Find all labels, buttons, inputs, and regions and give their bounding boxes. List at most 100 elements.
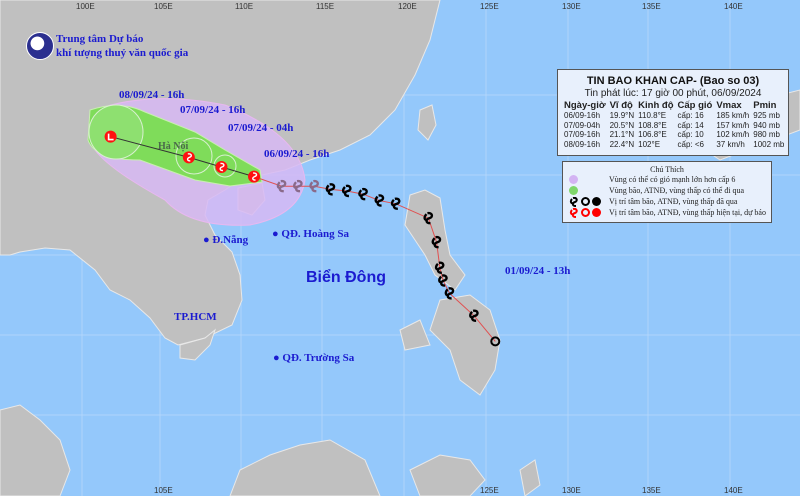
tick-bottom: 105E xyxy=(154,486,173,495)
tick-bottom: 140E xyxy=(724,486,743,495)
agency-line1: Trung tâm Dự báo xyxy=(56,33,144,45)
table-cell: 925 mb xyxy=(753,111,780,120)
past-depression-marker xyxy=(490,336,501,347)
table-cell: cấp: 10 xyxy=(677,130,704,139)
past-storm-marker xyxy=(276,179,287,193)
forecast-circle-07-09-16h xyxy=(175,137,213,175)
place-hoangsa: ● QĐ. Hoàng Sa xyxy=(272,228,349,240)
tick-top: 105E xyxy=(154,2,173,11)
forecast-track xyxy=(104,130,261,183)
table-row: 07/09-04h 20.5°N 108.8°E cấp: 14 157 km/h 940… xyxy=(562,121,786,131)
table-row: 07/09-16h 21.1°N 106.8°E cấp: 10 102 km/h 980… xyxy=(562,130,786,140)
table-cell: cấp: <6 xyxy=(677,139,704,149)
col-header: Vmax xyxy=(716,100,742,111)
table-cell: 22.4°N xyxy=(609,139,635,149)
past-storm-marker xyxy=(374,194,385,207)
forecast-track-line xyxy=(110,136,255,178)
legend-box: Chú Thích Vùng có thể có gió mạnh lớn hơ… xyxy=(562,161,772,223)
legend-item: Vị trí tâm bão, ATNĐ, vùng thấp đã qua xyxy=(563,196,771,207)
purple-zone-icon xyxy=(569,175,578,184)
current-storm-icon xyxy=(569,207,578,218)
tick-bottom: 130E xyxy=(562,486,581,495)
legend-title: Chú Thích xyxy=(650,165,684,174)
place-hoangsa-label: QĐ. Hoàng Sa xyxy=(281,228,349,240)
table-cell: 06/09-16h xyxy=(564,111,601,120)
past-depression-icon xyxy=(581,197,590,206)
tick-top: 115E xyxy=(316,2,335,11)
col-header: Cấp gió xyxy=(677,100,713,111)
tick-top: 135E xyxy=(642,2,661,11)
table-row: 08/09-16h 22.4°N 102°E cấp: <6 37 km/h 1002 m… xyxy=(562,140,786,150)
tick-top: 120E xyxy=(398,2,417,11)
past-storm-marker xyxy=(431,235,442,249)
col-header: Pmin xyxy=(753,100,777,111)
green-zone-icon xyxy=(569,186,578,195)
storm-glyph-icon xyxy=(252,172,258,181)
table-cell: 20.5°N xyxy=(609,120,635,130)
table-cell: 980 mb xyxy=(753,130,780,139)
storm-glyph-icon xyxy=(186,153,192,162)
table-header: Ngày-giờ Vĩ độ Kinh độ Cấp gió Vmax Pmin xyxy=(562,99,786,111)
past-storm-marker xyxy=(469,309,479,322)
forecast-circle-07-09-04h xyxy=(213,154,237,178)
place-danang: ● Đ.Nẵng xyxy=(203,234,249,246)
forecast-circle-08-09 xyxy=(88,104,144,160)
label-01-09-13h: 01/09/24 - 13h xyxy=(505,265,571,277)
table-row: 06/09-16h 19.9°N 110.8°E cấp: 16 185 km/h 925… xyxy=(562,111,786,121)
current-depression-icon xyxy=(581,208,590,217)
tick-top: 110E xyxy=(235,2,254,11)
current-low-icon xyxy=(592,208,601,217)
low-glyph-icon xyxy=(107,133,114,141)
table-cell: 102 km/h xyxy=(716,130,750,139)
forecast-low-marker xyxy=(104,130,117,143)
place-truongsa-label: QĐ. Trường Sa xyxy=(282,352,355,364)
tick-bottom: 125E xyxy=(480,486,499,495)
table-cell: 07/09-04h xyxy=(564,120,601,130)
label-08-09-16h: 08/09/24 - 16h xyxy=(119,89,185,101)
place-danang-label: Đ.Nẵng xyxy=(212,234,249,246)
tick-bottom: 135E xyxy=(642,486,661,495)
tick-top: 140E xyxy=(724,2,743,11)
agency-line2: khí tượng thuỷ văn quốc gia xyxy=(56,47,189,59)
past-storm-marker xyxy=(438,274,448,287)
table-cell: 106.8°E xyxy=(638,130,667,139)
table-cell: 110.8°E xyxy=(638,111,667,120)
past-storm-marker xyxy=(423,211,434,225)
place-truongsa: ● QĐ. Trường Sa xyxy=(273,352,355,364)
past-track-line xyxy=(253,176,496,342)
table-cell: 185 km/h xyxy=(716,111,750,120)
past-storm-marker xyxy=(434,261,445,274)
legend-item: Vùng bão, ATNĐ, vùng thấp có thể đi qua xyxy=(563,185,771,196)
legend-label: Vùng có thể có gió mạnh lớn hơn cấp 6 xyxy=(609,175,736,184)
legend-label: Vùng bão, ATNĐ, vùng thấp có thể đi qua xyxy=(609,186,745,195)
table-cell: 07/09-16h xyxy=(564,130,601,139)
table-cell: 157 km/h xyxy=(716,120,750,130)
table-cell: 08/09-16h xyxy=(564,139,601,149)
past-track xyxy=(253,176,501,347)
past-storm-marker xyxy=(325,183,336,196)
label-06-09-16h: 06/09/24 - 16h xyxy=(264,148,330,160)
table-cell: 37 km/h xyxy=(716,139,745,149)
past-storm-marker xyxy=(444,287,455,300)
table-cell: 102°E xyxy=(638,139,661,149)
legend-label: Vị trí tâm bão, ATNĐ, vùng thấp đã qua xyxy=(609,197,738,206)
label-07-09-16h: 07/09/24 - 16h xyxy=(180,104,246,116)
table-cell: 1002 mb xyxy=(753,139,785,149)
table-cell: 108.8°E xyxy=(638,120,667,130)
table-cell: 21.1°N xyxy=(609,130,635,139)
past-storm-marker xyxy=(293,179,303,193)
place-hcm: TP.HCM xyxy=(174,311,217,323)
col-header: Ngày-giờ xyxy=(564,100,606,111)
tick-top: 125E xyxy=(480,2,499,11)
bulletin-issued: Tin phát lúc: 17 giờ 00 phút, 06/09/2024 xyxy=(584,88,762,99)
agency-name: Trung tâm Dự báo khí tượng thuỷ văn quốc… xyxy=(56,32,188,60)
legend-label: Vị trí tâm bão, ATNĐ, vùng thấp hiện tại… xyxy=(609,208,766,217)
col-header: Vĩ độ xyxy=(609,100,633,111)
past-storm-marker xyxy=(309,179,319,193)
forecast-table: Ngày-giờ Vĩ độ Kinh độ Cấp gió Vmax Pmin… xyxy=(562,99,786,149)
bulletin-box: TIN BAO KHAN CAP- (Bao so 03) Tin phát l… xyxy=(557,69,789,156)
bulletin-title: TIN BAO KHAN CAP- (Bao so 03) xyxy=(586,75,760,87)
past-storm-marker xyxy=(341,184,352,198)
nchmf-logo xyxy=(26,32,54,60)
legend-item: Vùng có thể có gió mạnh lớn hơn cấp 6 xyxy=(563,174,771,185)
